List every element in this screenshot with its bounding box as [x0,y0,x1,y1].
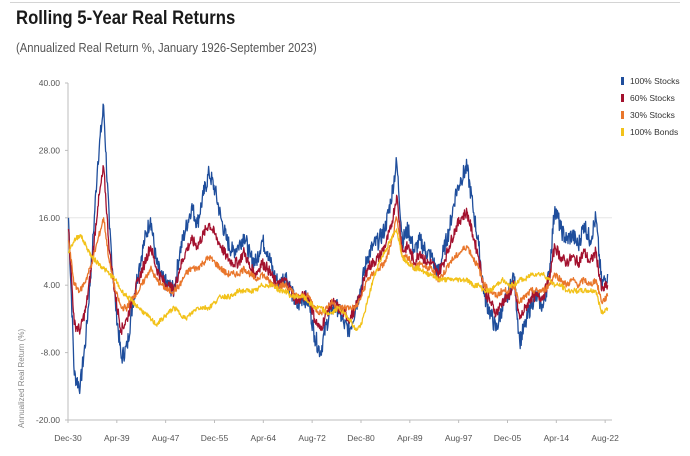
y-tick-label: 40.00 [39,78,61,88]
series-line [67,228,609,332]
chart-legend: 100% Stocks 60% Stocks 30% Stocks 100% Bond… [621,72,680,140]
y-axis-label: Annualized Real Return (%) [17,329,26,428]
legend-label: 30% Stocks [630,109,675,120]
legend-item: 100% Stocks [621,72,680,89]
x-tick-label: Apr-14 [544,433,570,443]
legend-item: 60% Stocks [621,89,680,106]
x-tick-label: Apr-89 [397,433,423,443]
y-tick-label: -8.00 [41,348,61,358]
legend-item: 100% Bonds [621,123,680,140]
y-tick-label: 16.00 [39,213,61,223]
x-tick-label: Dec-80 [347,433,375,443]
y-tick-label: 28.00 [39,145,61,155]
legend-swatch [621,93,624,102]
x-tick-label: Aug-97 [445,433,473,443]
series-layer [67,103,609,395]
y-tick-label: 4.00 [43,280,60,290]
x-tick-label: Dec-05 [494,433,522,443]
x-tick-label: Dec-55 [201,433,229,443]
legend-label: 60% Stocks [630,92,675,103]
legend-item: 30% Stocks [621,106,680,123]
x-tick-label: Aug-22 [591,433,619,443]
chart-title: Rolling 5-Year Real Returns [16,8,236,29]
x-tick-label: Apr-64 [251,433,277,443]
x-tick-label: Apr-39 [104,433,130,443]
legend-swatch [621,110,624,119]
legend-swatch [621,127,624,136]
chart-axes: 40.00 28.00 16.00 4.00 -8.00 -20.00 Dec-30 Apr-… [36,78,619,443]
x-tick-label: Dec-30 [54,433,82,443]
legend-swatch [621,76,624,85]
legend-label: 100% Bonds [630,126,679,137]
x-tick-label: Aug-72 [298,433,326,443]
x-tick-label: Aug-47 [152,433,180,443]
legend-label: 100% Stocks [630,75,680,86]
top-rule [10,2,680,3]
y-tick-label: -20.00 [36,415,60,425]
chart-subtitle: (Annualized Real Return %, January 1926-… [16,41,317,55]
